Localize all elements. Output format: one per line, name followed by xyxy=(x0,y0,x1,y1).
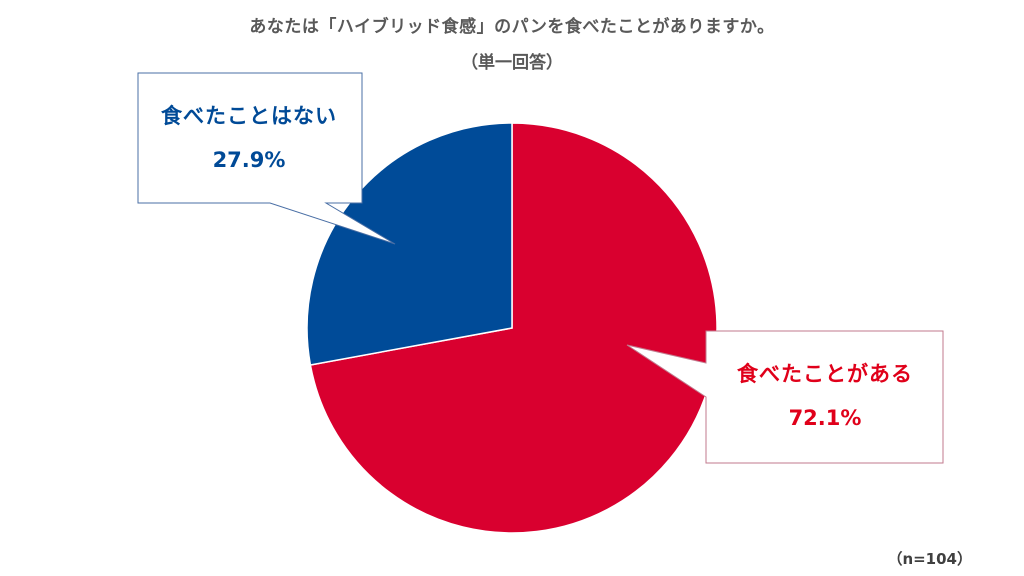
pie-slice-ate xyxy=(309,122,718,534)
label-ate: 食べたことがある 72.1% xyxy=(706,358,944,430)
callout-not-ate xyxy=(137,72,396,245)
sample-size-note: （n=104） xyxy=(887,550,972,568)
label-not-ate-category: 食べたことはない xyxy=(161,104,337,128)
chart-subtitle: （単一回答） xyxy=(461,53,563,73)
chart-title: あなたは「ハイブリッド食感」のパンを食べたことがありますか。 xyxy=(249,17,775,37)
callout-ate xyxy=(626,330,944,464)
label-not-ate: 食べたことはない 27.9% xyxy=(136,100,362,172)
label-not-ate-percent: 27.9% xyxy=(212,148,286,172)
label-ate-percent: 72.1% xyxy=(788,406,862,430)
label-ate-category: 食べたことがある xyxy=(737,362,913,386)
